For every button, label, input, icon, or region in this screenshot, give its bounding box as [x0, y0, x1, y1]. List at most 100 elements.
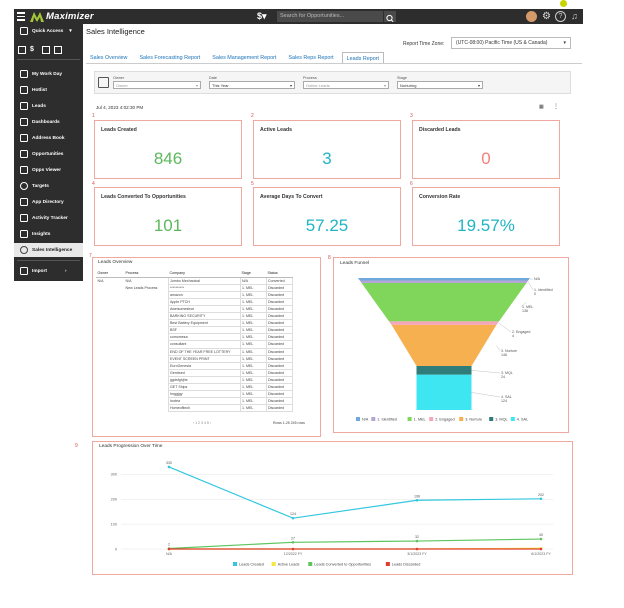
table-pagination[interactable]: ‹ 1 2 3 4 5 ›: [193, 421, 211, 425]
sidebar-item-dashboards[interactable]: Dashboards: [14, 115, 83, 129]
table-row[interactable]: ggdsfghjhe 1. MEL Discarded: [96, 375, 293, 385]
sidebar-item-sales-intelligence[interactable]: Sales Intelligence: [14, 243, 83, 257]
funnel-leader-line: [471, 370, 501, 374]
table-row[interactable]: EVENT SCREEN PRINT 1. MEL Discarded: [96, 354, 293, 363]
stage-filter[interactable]: Stage Nurturing ▾: [397, 76, 483, 89]
table-row[interactable]: Apple PTCH 1. MEL Discarded: [96, 297, 293, 306]
filter-icon[interactable]: [98, 77, 109, 88]
table-row[interactable]: GET Ships 1. MEL Discarded: [96, 382, 293, 392]
table-row[interactable]: New Leads Process ********** 1. MEL Discard…: [96, 283, 293, 292]
kpi-card-discarded-leads[interactable]: Discarded Leads 0: [412, 120, 560, 179]
search-button[interactable]: [384, 11, 396, 23]
funnel-data-label: 2. Engaged 4: [512, 330, 530, 338]
legend-swatch: [233, 562, 237, 566]
table-cell: END OF THE YEAR FREE LOTTERY: [167, 347, 241, 356]
table-cell: New Leads Process: [125, 285, 158, 290]
table-cell: N/A: [97, 278, 104, 283]
funnel-legend-swatch: [407, 417, 412, 421]
search-input[interactable]: Search for Opportunities...: [277, 11, 383, 22]
table-cell: BSF: [167, 326, 241, 335]
table-row[interactable]: EuroGenesia 1. MEL Discarded: [96, 361, 293, 370]
process-filter[interactable]: Process Online Leads ▾: [303, 76, 389, 89]
import-icon: [20, 267, 28, 275]
sidebar-item-insights[interactable]: Insights: [14, 227, 83, 241]
tab-sales-reps-report[interactable]: Sales Reps Report: [288, 55, 334, 61]
funnel-legend-label: 4. SAL: [517, 418, 528, 422]
bell-icon[interactable]: ♫: [571, 11, 578, 21]
funnel-data-label: 1. Identified 0: [534, 288, 553, 296]
app-logo[interactable]: Maximizer: [30, 11, 94, 22]
table-row[interactable]: Homeofitech 1. MEL Discarded: [96, 404, 293, 413]
dollar-menu-button[interactable]: $▾: [257, 11, 267, 21]
avatar[interactable]: [526, 11, 537, 22]
tab-sales-forecasting-report[interactable]: Sales Forecasting Report: [139, 55, 201, 61]
table-column-header[interactable]: Company: [168, 270, 240, 278]
sidebar-item-address-book[interactable]: Address Book: [14, 131, 83, 145]
table-column-header[interactable]: Stage: [240, 270, 266, 278]
sidebar-item-activity-tracker[interactable]: Activity Tracker: [14, 211, 83, 225]
hamburger-menu-icon[interactable]: [14, 9, 28, 24]
gear-icon[interactable]: ⚙: [542, 11, 551, 22]
funnel-band-3-mql: [416, 365, 472, 375]
kpi-card-leads-created[interactable]: Leads Created 846: [94, 120, 242, 179]
more-options-icon[interactable]: ⋮: [553, 104, 559, 110]
table-row[interactable]: comomesa 1. MEL Discarded: [96, 333, 293, 342]
table-row[interactable]: Aweisomeshoe 1. MEL Discarded: [96, 304, 293, 314]
table-cell: 1. MEL: [239, 340, 267, 349]
kpi-card-conversion-rate[interactable]: Conversion Rate 19.57%: [412, 187, 560, 246]
sidebar-item-leads[interactable]: Leads: [14, 99, 83, 113]
table-row[interactable]: amazon 1. MEL Discarded: [96, 290, 293, 299]
dollar-icon[interactable]: $: [30, 46, 34, 53]
people-icon[interactable]: [54, 46, 62, 54]
table-view-icon[interactable]: ▦: [539, 104, 544, 110]
table-cell: 1. MEL: [239, 368, 267, 377]
funnel-legend-swatch: [459, 417, 464, 421]
table-row[interactable]: END OF THE YEAR FREE LOTTERY 1. MEL Discar…: [96, 347, 293, 356]
sidebar-item-opps-viewer[interactable]: Opps Viewer: [14, 163, 83, 177]
y-tick-label: 100: [111, 522, 117, 526]
kpi-card-leads-converted[interactable]: Leads Converted To Opportunities 101: [94, 187, 242, 246]
date-filter[interactable]: Date This Year ▾: [209, 76, 295, 89]
stage-filter-label: Stage: [397, 76, 407, 80]
table-cell: Apple PTCH: [167, 297, 241, 306]
sidebar-item-import[interactable]: Import ›: [14, 264, 83, 278]
sidebar-quick-access[interactable]: Quick Access ▾: [14, 24, 83, 38]
table-row[interactable]: BARKING SECURITY 1. MEL Discarded: [96, 312, 293, 321]
table-row[interactable]: Best Battery Equipment 1. MEL Discarded: [96, 319, 293, 328]
kpi-label: Average Days To Convert: [260, 194, 323, 200]
contact-card-icon[interactable]: [42, 46, 50, 54]
sidebar-item-label: App Directory: [32, 199, 64, 205]
page-title: Sales Intelligence: [86, 27, 145, 36]
table-cell: [96, 355, 124, 362]
table-cell: [96, 405, 124, 412]
tab-sales-overview[interactable]: Sales Overview: [90, 55, 128, 61]
sidebar-item-targets[interactable]: Targets: [14, 179, 83, 193]
table-column-header[interactable]: Process: [124, 270, 168, 278]
sidebar-item-opportunities[interactable]: Opportunities: [14, 147, 83, 161]
funnel-data-label: 3. MQL 24: [501, 371, 513, 379]
table-row[interactable]: N/A N/A Jumbo Mechanical N/A Converted: [96, 276, 293, 285]
owner-filter[interactable]: Owner Owner ▾: [113, 76, 201, 89]
table-column-header[interactable]: Status: [266, 270, 292, 278]
sidebar-item-hotlist[interactable]: Hotlist: [14, 83, 83, 97]
table-row[interactable]: hnggjgy 1. MEL Discarded: [96, 390, 293, 399]
table-row[interactable]: consultant 1. MEL Discarded: [96, 340, 293, 349]
sidebar-item-app-directory[interactable]: App Directory: [14, 195, 83, 209]
table-cell: Discarded: [265, 319, 293, 328]
legend-swatch: [308, 562, 313, 566]
table-row[interactable]: Gerritsed 1. MEL Discarded: [96, 368, 293, 377]
funnel-band-1-identified: [359, 280, 529, 283]
kpi-card-active-leads[interactable]: Active Leads 3: [253, 120, 401, 179]
table-column-header[interactable]: Owner: [96, 270, 124, 278]
timezone-select[interactable]: (UTC-08:00) Pacific Time (US & Canada) ▾: [451, 37, 571, 49]
table-cell: Discarded: [265, 312, 293, 321]
table-row[interactable]: BSF 1. MEL Discarded: [96, 326, 293, 335]
leads-progression-chart: 0 100 200 300 N/A 12/2022 FY 3/1/2023 FY 6/1/20…: [111, 461, 553, 567]
kpi-card-average-days[interactable]: Average Days To Convert 57.25: [253, 187, 401, 246]
help-icon[interactable]: ?: [555, 11, 566, 22]
table-row[interactable]: Inotea 1. MEL Discarded: [96, 397, 293, 406]
tab-sales-management-report[interactable]: Sales Management Report: [212, 55, 277, 61]
table-cell: ggdsfghjhe: [167, 375, 241, 385]
calendar-icon[interactable]: [18, 46, 26, 54]
sidebar-item-my-work-day[interactable]: My Work Day: [14, 67, 83, 81]
